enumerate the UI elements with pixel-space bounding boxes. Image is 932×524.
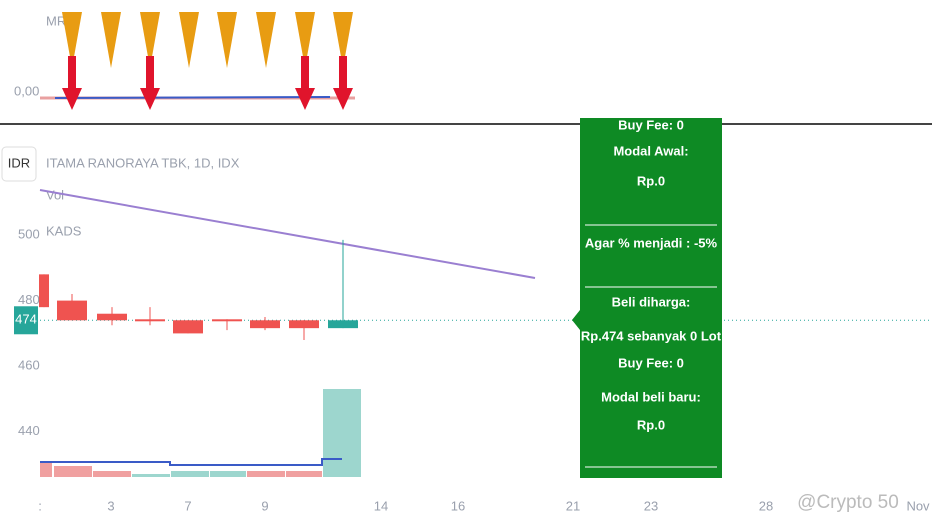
volume-bar [93, 471, 131, 477]
info-line: Modal beli baru: [601, 389, 701, 404]
candle-body [57, 300, 87, 321]
x-tick-label: 9 [261, 498, 268, 513]
volume-ma [40, 458, 342, 466]
signal-triangle [217, 12, 237, 68]
info-line: Agar % menjadi : -5% [585, 235, 718, 250]
signal-triangle [140, 12, 160, 68]
signal-arrow [333, 56, 353, 110]
y-tick-label: 460 [18, 358, 40, 373]
x-tick-label: Nov [906, 498, 930, 513]
volume-bar [323, 389, 361, 477]
symbol: ITAMA RANORAYA TBK, 1D, IDX [46, 155, 240, 170]
info-line: Rp.0 [637, 173, 665, 188]
candle-body [212, 319, 242, 322]
current-price: 474 [15, 312, 37, 327]
info-panel [580, 118, 722, 478]
signal-triangle [256, 12, 276, 68]
candle-body [289, 320, 319, 329]
info-line: Beli diharga: [612, 294, 691, 309]
signal-arrow [62, 56, 82, 110]
volume-bar [210, 471, 246, 477]
current-price-badge [14, 306, 38, 335]
volume-bar [171, 471, 209, 477]
x-tick-label: 3 [107, 498, 114, 513]
candle-body [97, 313, 127, 321]
info-text: Buy Fee: 0 Modal Awal: Rp.0 Agar % menjadi … [581, 117, 722, 432]
info-line: Modal Awal: [613, 143, 688, 158]
info-line: Rp.0 [637, 417, 665, 432]
x-tick-label: 21 [566, 498, 580, 513]
volume-bar [40, 463, 52, 477]
y-tick-label: 440 [18, 423, 40, 438]
y-tick-label: 500 [18, 226, 40, 241]
signal-arrow [295, 56, 315, 110]
signals [62, 12, 353, 110]
x-tick-label: 7 [184, 498, 191, 513]
indicator-line [54, 96, 331, 99]
kads-label: KADS [46, 223, 82, 238]
x-axis: : 3 7 9 14 16 21 23 28 Nov [38, 498, 930, 513]
vol-label: Vol [46, 187, 64, 202]
x-tick-label: 23 [644, 498, 658, 513]
y-tick-label: 480 [18, 292, 40, 307]
signal-triangle [333, 12, 353, 68]
signal-triangle [179, 12, 199, 68]
candle-body [250, 320, 280, 329]
volume-bar [286, 471, 322, 477]
candle-body [173, 320, 203, 334]
info-line: Buy Fee: 0 [618, 117, 684, 132]
candle-body [328, 320, 358, 329]
x-tick-label: 14 [374, 498, 388, 513]
candle-body [135, 319, 165, 322]
volume-bar [54, 466, 92, 477]
x-tick-label: 28 [759, 498, 773, 513]
info-line: Rp.474 sebanyak 0 Lot [581, 328, 722, 343]
volume-bar [132, 474, 170, 477]
candles [39, 239, 358, 340]
currency-button[interactable] [1, 146, 37, 182]
x-tick-label: : [38, 498, 42, 513]
signal-triangle [295, 12, 315, 68]
indicator-value: 0,00 [14, 83, 39, 98]
candle-body [39, 274, 49, 308]
signal-triangle [62, 12, 82, 68]
signal-arrow [140, 56, 160, 110]
volume [40, 389, 361, 477]
signal-triangle [101, 12, 121, 68]
trend-line [39, 189, 536, 279]
watermark: @Crypto 50 [797, 492, 899, 513]
x-tick-label: 16 [451, 498, 465, 513]
currency[interactable]: IDR [8, 155, 30, 170]
volume-bar [247, 471, 285, 477]
info-line: Buy Fee: 0 [618, 355, 684, 370]
info-pointer [572, 310, 580, 330]
